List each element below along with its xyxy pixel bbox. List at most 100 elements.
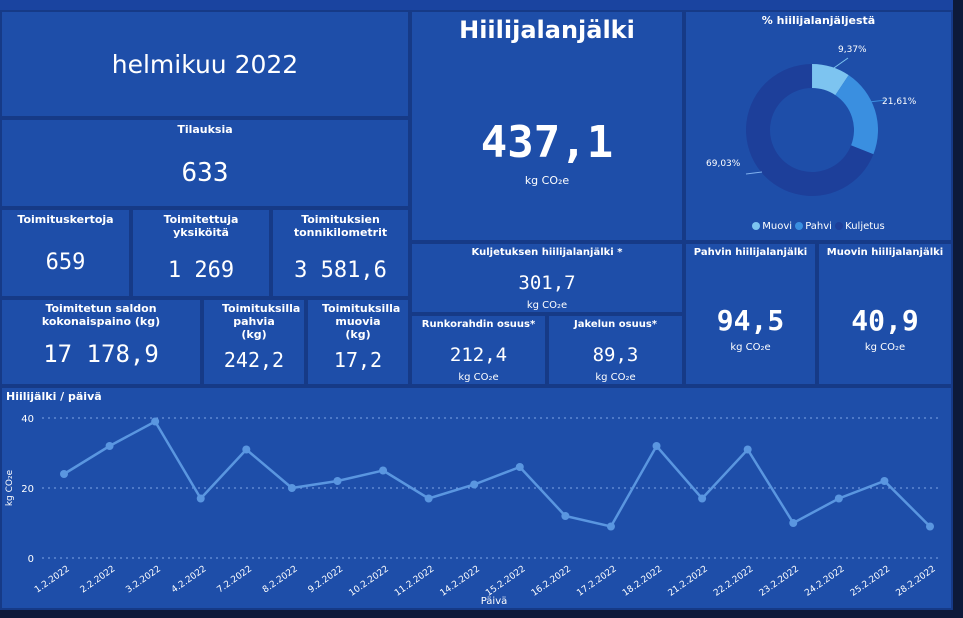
data-point[interactable] — [242, 445, 251, 454]
data-point[interactable] — [652, 442, 661, 450]
series-line — [63, 419, 931, 528]
footprint-title: Hiilijalanjälki — [459, 16, 635, 44]
data-point[interactable] — [789, 519, 798, 527]
legend-kuljetus[interactable]: Kuljetus — [835, 221, 885, 232]
trunk-tile: Runkorahdin osuus* 212,4 kg CO₂e — [410, 314, 547, 386]
data-point[interactable] — [926, 522, 934, 531]
transport-unit: kg CO₂e — [526, 300, 568, 311]
units-label: Toimitettuja yksiköitä — [163, 213, 239, 239]
x-tick-label: 16.2.2022 — [530, 564, 573, 598]
x-tick-label: 7.2.2022 — [215, 564, 254, 595]
y-tick-label: 20 — [21, 484, 34, 495]
data-point[interactable] — [424, 494, 433, 503]
screen-frame-right — [953, 0, 963, 618]
transport-value: 301,7 — [518, 272, 576, 294]
x-tick-label: 14.2.2022 — [439, 564, 482, 598]
x-tick-label: 3.2.2022 — [124, 564, 163, 595]
footprint-value: 437,1 — [480, 117, 614, 168]
x-tick-label: 21.2.2022 — [667, 564, 710, 598]
cardboard-fp-label: Pahvin hiilijalanjälki — [693, 247, 808, 258]
donut-label-kuljetus: 69,03% — [706, 159, 741, 169]
legend-pahvi-dot — [795, 222, 804, 230]
data-point[interactable] — [105, 442, 114, 450]
data-point[interactable] — [743, 445, 752, 454]
donut-chart: 9,37% 21,61% 69,03% — [706, 45, 917, 196]
data-point[interactable] — [606, 522, 615, 531]
x-tick-label: 25.2.2022 — [849, 564, 892, 598]
x-tick-label: 9.2.2022 — [307, 564, 346, 595]
transport-tile: Kuljetuksen hiilijalanjälki * 301,7 kg C… — [410, 242, 684, 314]
data-point[interactable] — [379, 466, 388, 475]
donut-leader-pahvi — [868, 99, 887, 103]
transport-label: Kuljetuksen hiilijalanjälki * — [471, 247, 623, 258]
legend-kuljetus-dot — [835, 222, 844, 230]
data-point[interactable] — [515, 463, 524, 471]
x-axis-label: Päivä — [481, 596, 508, 607]
x-tick-label: 28.2.2022 — [894, 564, 937, 598]
data-point[interactable] — [834, 494, 843, 503]
deliveries-tile: Toimituskertoja 659 — [0, 208, 131, 298]
legend-muovi-label: Muovi — [762, 221, 793, 232]
legend-muovi-dot — [752, 222, 761, 230]
weight-value: 17 178,9 — [43, 340, 159, 368]
donut-legend: Muovi Pahvi Kuljetus — [686, 221, 951, 232]
units-value: 1 269 — [167, 258, 235, 283]
data-point[interactable] — [333, 477, 342, 485]
donut-leader-muovi — [830, 57, 849, 71]
footprint-unit: kg CO₂e — [524, 174, 570, 187]
distribution-value: 89,3 — [592, 344, 639, 366]
data-point[interactable] — [698, 494, 707, 503]
tonkm-value: 3 581,6 — [294, 258, 387, 283]
line-chart-title: Hiilijälki / päivä — [6, 390, 102, 403]
x-tick-label: 1.2.2022 — [33, 564, 72, 595]
legend-pahvi[interactable]: Pahvi — [795, 221, 832, 232]
weight-label: Toimitetun saldon kokonaispaino (kg) — [41, 302, 161, 328]
tonkm-tile: Toimituksien tonnikilometrit 3 581,6 — [271, 208, 410, 298]
donut-slice-kuljetus[interactable] — [746, 63, 874, 196]
data-point[interactable] — [196, 494, 205, 503]
data-point[interactable] — [880, 477, 889, 485]
x-tick-label: 18.2.2022 — [621, 564, 664, 598]
deliveries-value: 659 — [45, 250, 86, 275]
x-tick-label: 15.2.2022 — [484, 564, 527, 598]
donut-title: % hiilijalanjäljestä — [761, 14, 876, 27]
units-tile: Toimitettuja yksiköitä 1 269 — [131, 208, 271, 298]
data-point[interactable] — [470, 480, 479, 489]
donut-leader-kuljetus — [745, 171, 763, 175]
line-chart: 0 20 40 kg CO₂e 1.2.2022 2.2.2022 3.2.2022 4.2.… — [5, 414, 942, 607]
plastic-delivered-tile: Toimituksilla muovia (kg) 17,2 — [306, 298, 410, 386]
x-tick-label: 4.2.2022 — [170, 564, 209, 595]
distribution-tile: Jakelun osuus* 89,3 kg CO₂e — [547, 314, 684, 386]
x-tick-label: 11.2.2022 — [393, 564, 436, 598]
donut-label-pahvi: 21,61% — [882, 97, 917, 107]
x-tick-label: 22.2.2022 — [712, 564, 755, 598]
cardboard-fp-tile: Pahvin hiilijalanjälki 94,5 kg CO₂e — [684, 242, 817, 386]
period-tile: helmikuu 2022 — [0, 10, 410, 118]
cardboard-delivered-value: 242,2 — [223, 348, 285, 372]
trunk-label: Runkorahdin osuus* — [421, 319, 536, 330]
deliveries-label: Toimituskertoja — [17, 213, 114, 226]
y-tick-label: 40 — [21, 414, 34, 425]
plastic-fp-label: Muovin hiilijalanjälki — [826, 247, 944, 258]
data-point[interactable] — [287, 484, 296, 492]
cardboard-fp-value: 94,5 — [716, 304, 785, 337]
plastic-fp-value: 40,9 — [851, 304, 919, 337]
weight-tile: Toimitetun saldon kokonaispaino (kg) 17 … — [0, 298, 202, 386]
cardboard-fp-unit: kg CO₂e — [730, 342, 771, 353]
plastic-fp-tile: Muovin hiilijalanjälki 40,9 kg CO₂e — [817, 242, 953, 386]
distribution-unit: kg CO₂e — [595, 372, 636, 383]
donut-tile: % hiilijalanjäljestä 9,37% 21,61% 69,03% M… — [684, 10, 953, 242]
data-point[interactable] — [60, 470, 68, 478]
orders-label: Tilauksia — [177, 123, 233, 136]
donut-slice-muovi[interactable] — [812, 64, 849, 96]
legend-muovi[interactable]: Muovi — [752, 221, 792, 232]
screen-frame-bottom — [0, 610, 963, 618]
trunk-unit: kg CO₂e — [458, 372, 499, 383]
legend-pahvi-label: Pahvi — [805, 221, 832, 232]
period-label: helmikuu 2022 — [111, 50, 299, 79]
trunk-value: 212,4 — [449, 344, 508, 366]
legend-kuljetus-label: Kuljetus — [845, 221, 885, 232]
donut-slice-pahvi[interactable] — [835, 75, 878, 155]
data-point[interactable] — [561, 512, 570, 520]
data-point[interactable] — [151, 417, 160, 426]
